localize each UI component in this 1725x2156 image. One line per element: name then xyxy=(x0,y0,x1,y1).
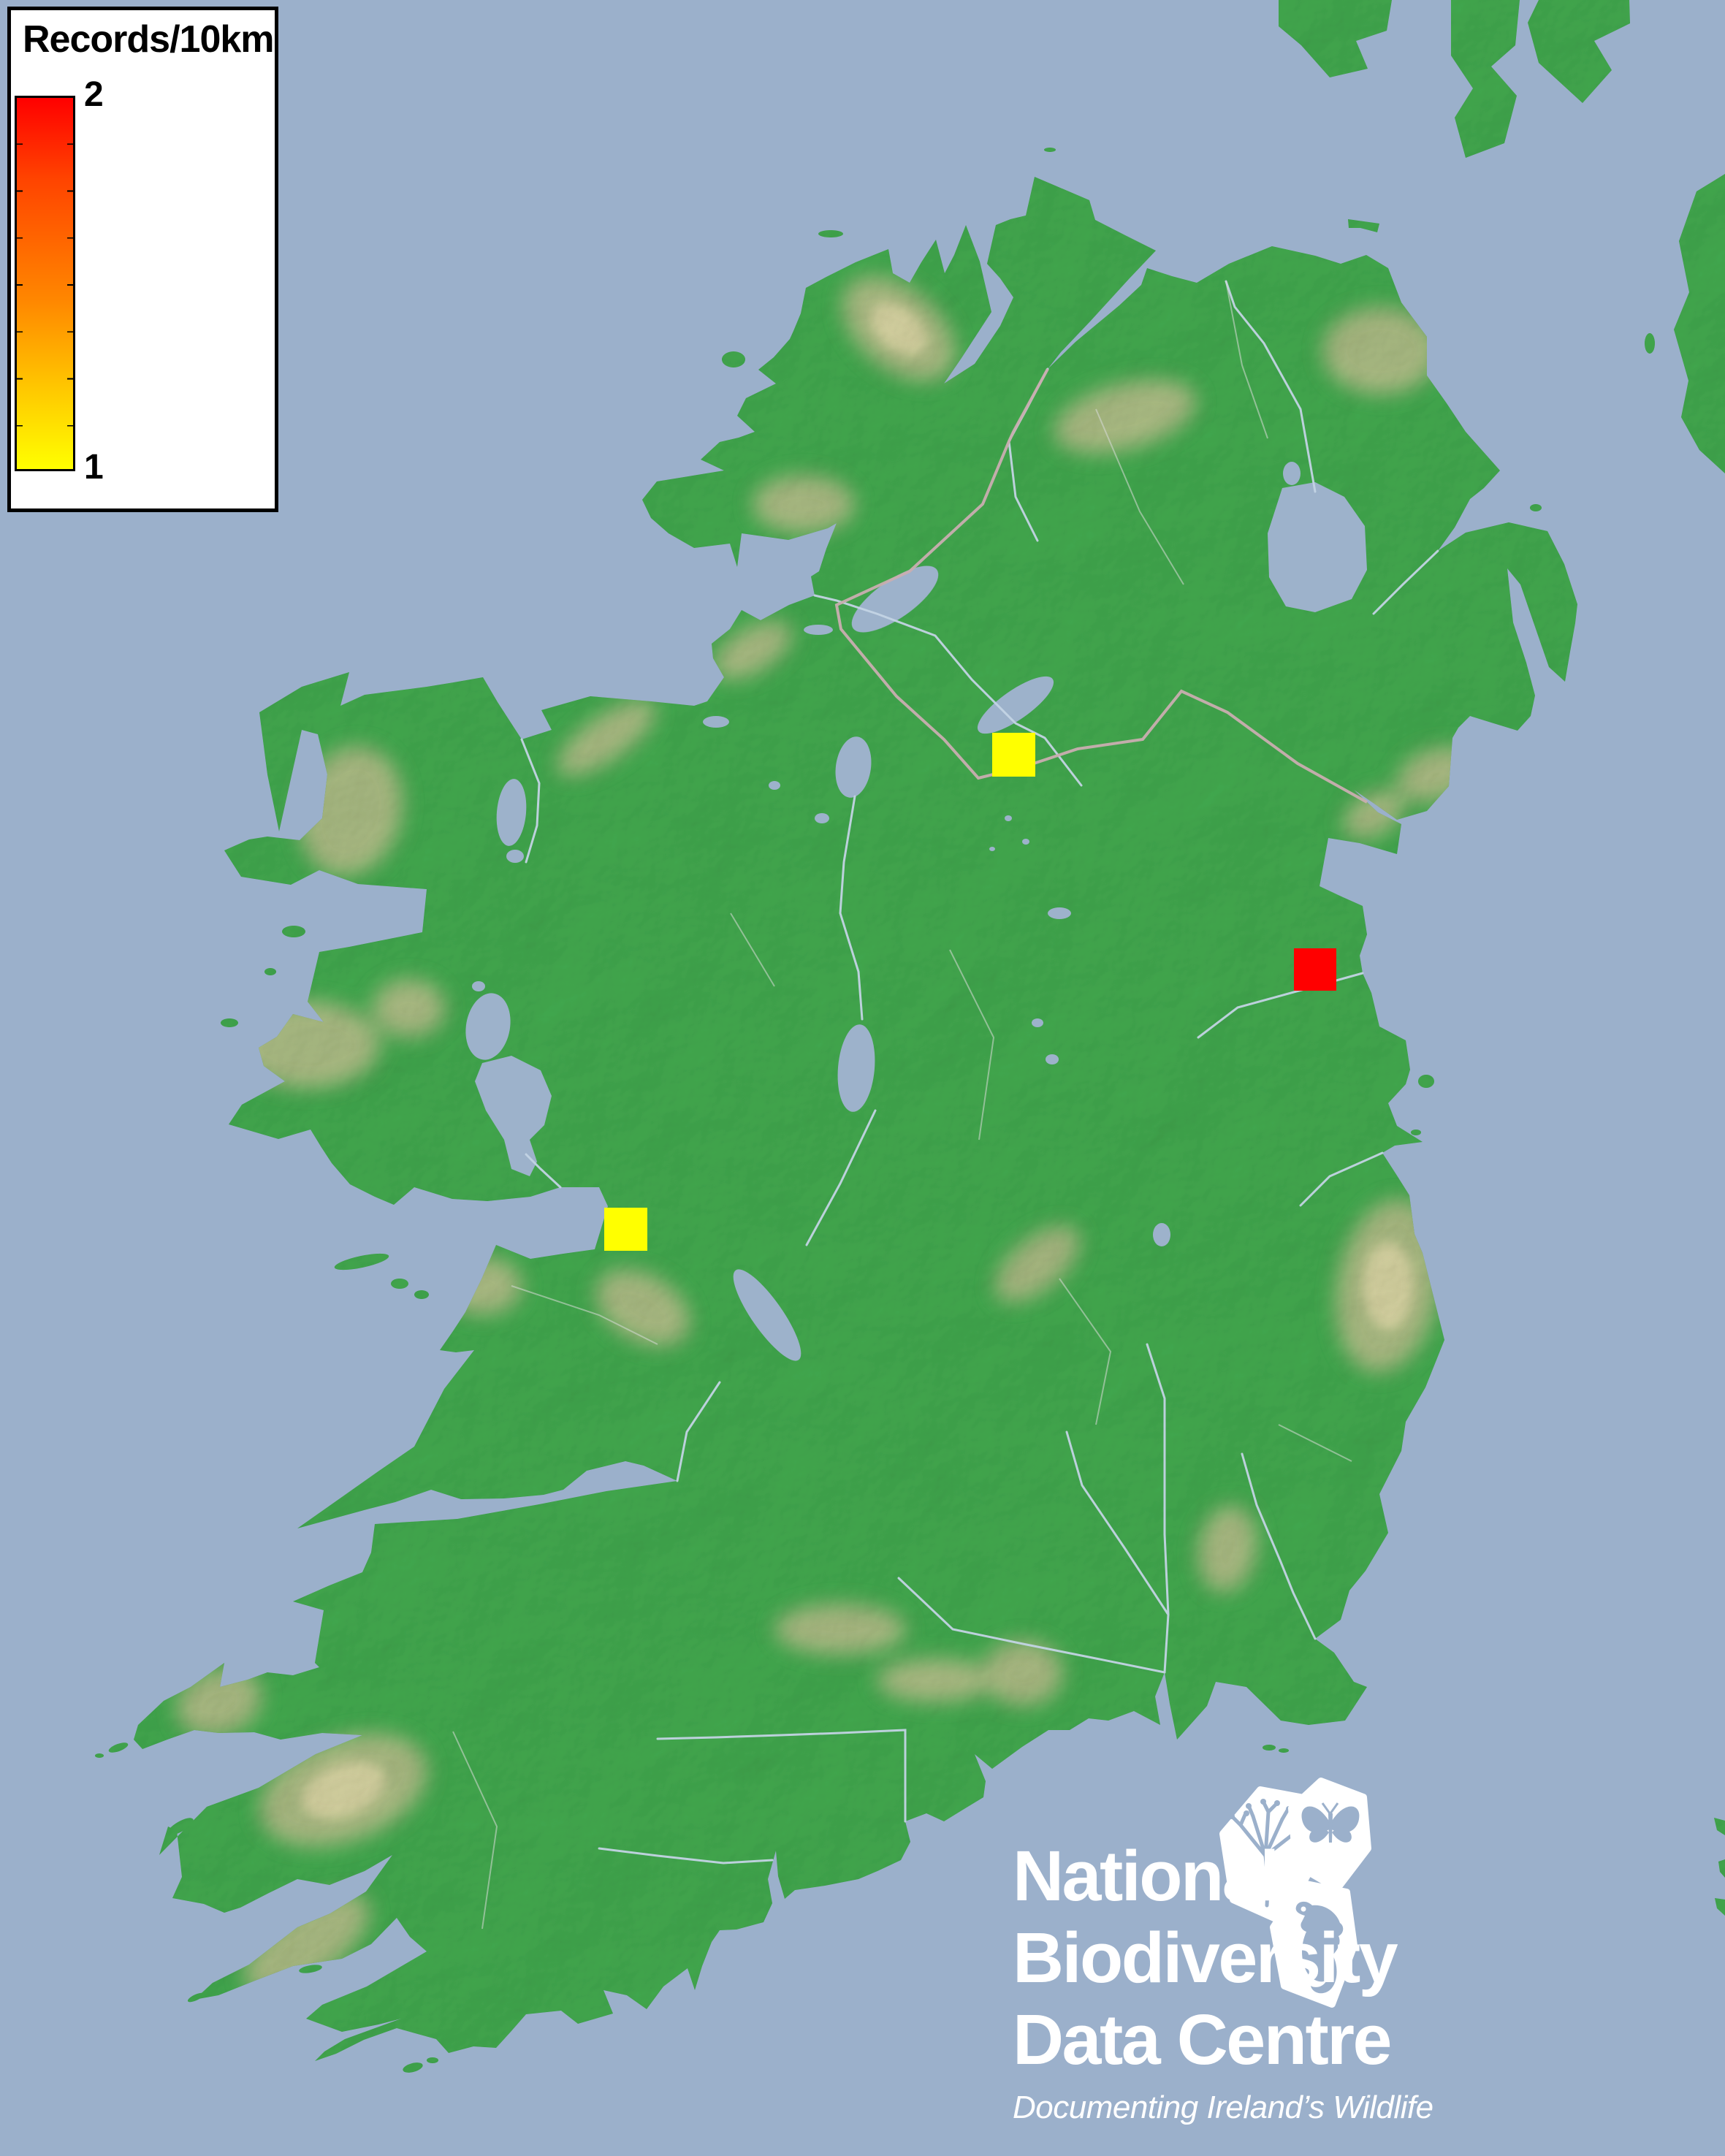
river-nore xyxy=(1065,1431,1170,1616)
nbdc-logo: National Biodiversity Data Centre Docume… xyxy=(1013,1835,1433,2126)
legend-ticks-right xyxy=(67,98,73,441)
legend-box: Records/10km 2 1 xyxy=(7,7,278,512)
legend-title: Records/10km xyxy=(23,18,275,61)
logo-tagline: Documenting Ireland’s Wildlife xyxy=(1013,2090,1433,2125)
logo-line-1: National xyxy=(1013,1836,1279,1916)
lough-corrib xyxy=(475,1056,552,1176)
ni-border xyxy=(834,368,1368,804)
logo-hexagons xyxy=(1219,1778,1371,2008)
river-corrib xyxy=(525,1153,562,1189)
lough-ree xyxy=(837,1024,875,1112)
lough-derg xyxy=(733,1269,801,1361)
record-square-red-east[interactable] xyxy=(1293,948,1337,991)
river-boyne xyxy=(1197,972,1364,1039)
legend-min-label: 1 xyxy=(84,448,104,487)
plant-icon xyxy=(1231,1801,1301,1908)
mountain-highlights xyxy=(301,302,1414,1818)
scotland-coast-fragments xyxy=(1279,0,1725,1916)
seahorse-hexagon xyxy=(1270,1880,1357,2008)
butterfly-hexagon xyxy=(1288,1778,1371,1892)
upper-lough-erne xyxy=(977,676,1054,734)
logo-line-2: Biodiversity xyxy=(1013,1918,1398,1997)
lough-allen xyxy=(835,736,872,798)
lakes xyxy=(465,462,1367,1361)
river-lee xyxy=(598,1847,774,1864)
county-boundaries xyxy=(452,281,1352,1930)
river-lagan xyxy=(1372,549,1439,615)
islands xyxy=(95,148,1542,2073)
record-square-yellow-north[interactable] xyxy=(992,733,1036,777)
lough-neagh xyxy=(1268,482,1367,612)
legend-gradient-bar xyxy=(15,96,75,471)
river-moy xyxy=(520,738,541,864)
record-square-yellow-west[interactable] xyxy=(604,1207,648,1251)
landmass-group xyxy=(95,0,1725,2073)
rivers xyxy=(520,280,1439,1864)
river-suir xyxy=(897,1577,1166,1674)
river-slaney xyxy=(1241,1452,1317,1640)
river-liffey xyxy=(1299,1151,1384,1207)
logo-line-3: Data Centre xyxy=(1013,2000,1392,2079)
river-barrow xyxy=(1146,1343,1170,1674)
lower-lough-erne xyxy=(851,565,939,633)
butterfly-icon xyxy=(1301,1802,1360,1843)
river-bann xyxy=(1225,280,1317,493)
lough-conn xyxy=(496,779,527,846)
lough-mask xyxy=(465,993,511,1060)
legend-ticks-left xyxy=(17,98,23,441)
river-blackwater xyxy=(656,1729,907,1823)
seahorse-eye xyxy=(1301,1906,1306,1912)
seahorse-icon xyxy=(1295,1901,1344,1994)
legend-max-label: 2 xyxy=(84,75,104,114)
river-shannon xyxy=(676,795,877,1482)
